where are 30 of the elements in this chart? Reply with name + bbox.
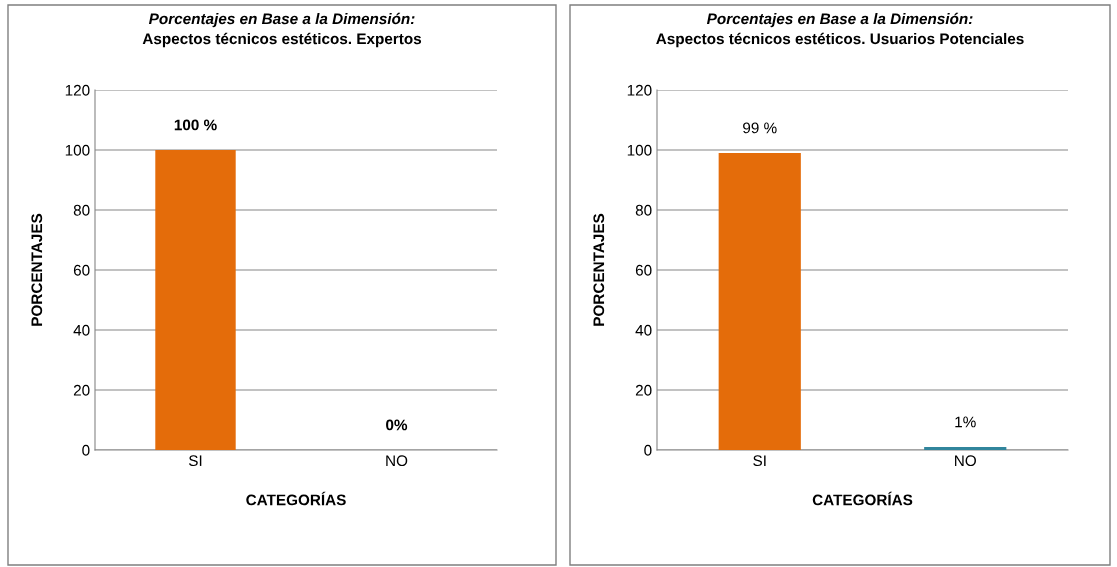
data-label: 1%: [955, 416, 976, 428]
y-tick-label: 0: [82, 444, 90, 456]
data-label: 99 %: [743, 122, 777, 134]
y-tick-label: 20: [73, 384, 90, 396]
x-tick-label: NO: [386, 455, 408, 467]
y-tick-label: 0: [644, 444, 652, 456]
chart-subtitle: Aspectos técnicos estéticos. Usuarios Potenciales: [656, 32, 1024, 48]
chart-title: Porcentajes en Base a la Dimensión:: [148, 12, 415, 28]
y-tick-label: 20: [635, 384, 652, 396]
y-tick-label: 100: [65, 144, 90, 156]
y-tick-label: 80: [635, 204, 652, 216]
y-tick-label: 60: [73, 264, 90, 276]
x-tick-label: SI: [753, 455, 766, 467]
y-tick-label: 40: [635, 324, 652, 336]
y-tick-label: 60: [635, 264, 652, 276]
y-tick-label: 100: [627, 144, 652, 156]
y-tick-label: 40: [73, 324, 90, 336]
y-tick-label: 80: [73, 204, 90, 216]
x-tick-label: NO: [955, 455, 976, 467]
y-axis-title: PORCENTAJES: [593, 213, 605, 326]
y-tick-label: 120: [627, 84, 652, 96]
x-axis-title: CATEGORÍAS: [246, 491, 346, 506]
x-tick-label: SI: [188, 455, 202, 467]
chart-title: Porcentajes en Base a la Dimensión:: [706, 12, 973, 28]
data-label: 0%: [386, 419, 408, 431]
data-label: 100 %: [174, 119, 217, 131]
y-tick-label: 120: [65, 84, 90, 96]
chart-subtitle: Aspectos técnicos estéticos. Expertos: [142, 32, 422, 48]
x-axis-title: CATEGORÍAS: [812, 491, 913, 506]
y-axis-title: PORCENTAJES: [31, 213, 43, 326]
